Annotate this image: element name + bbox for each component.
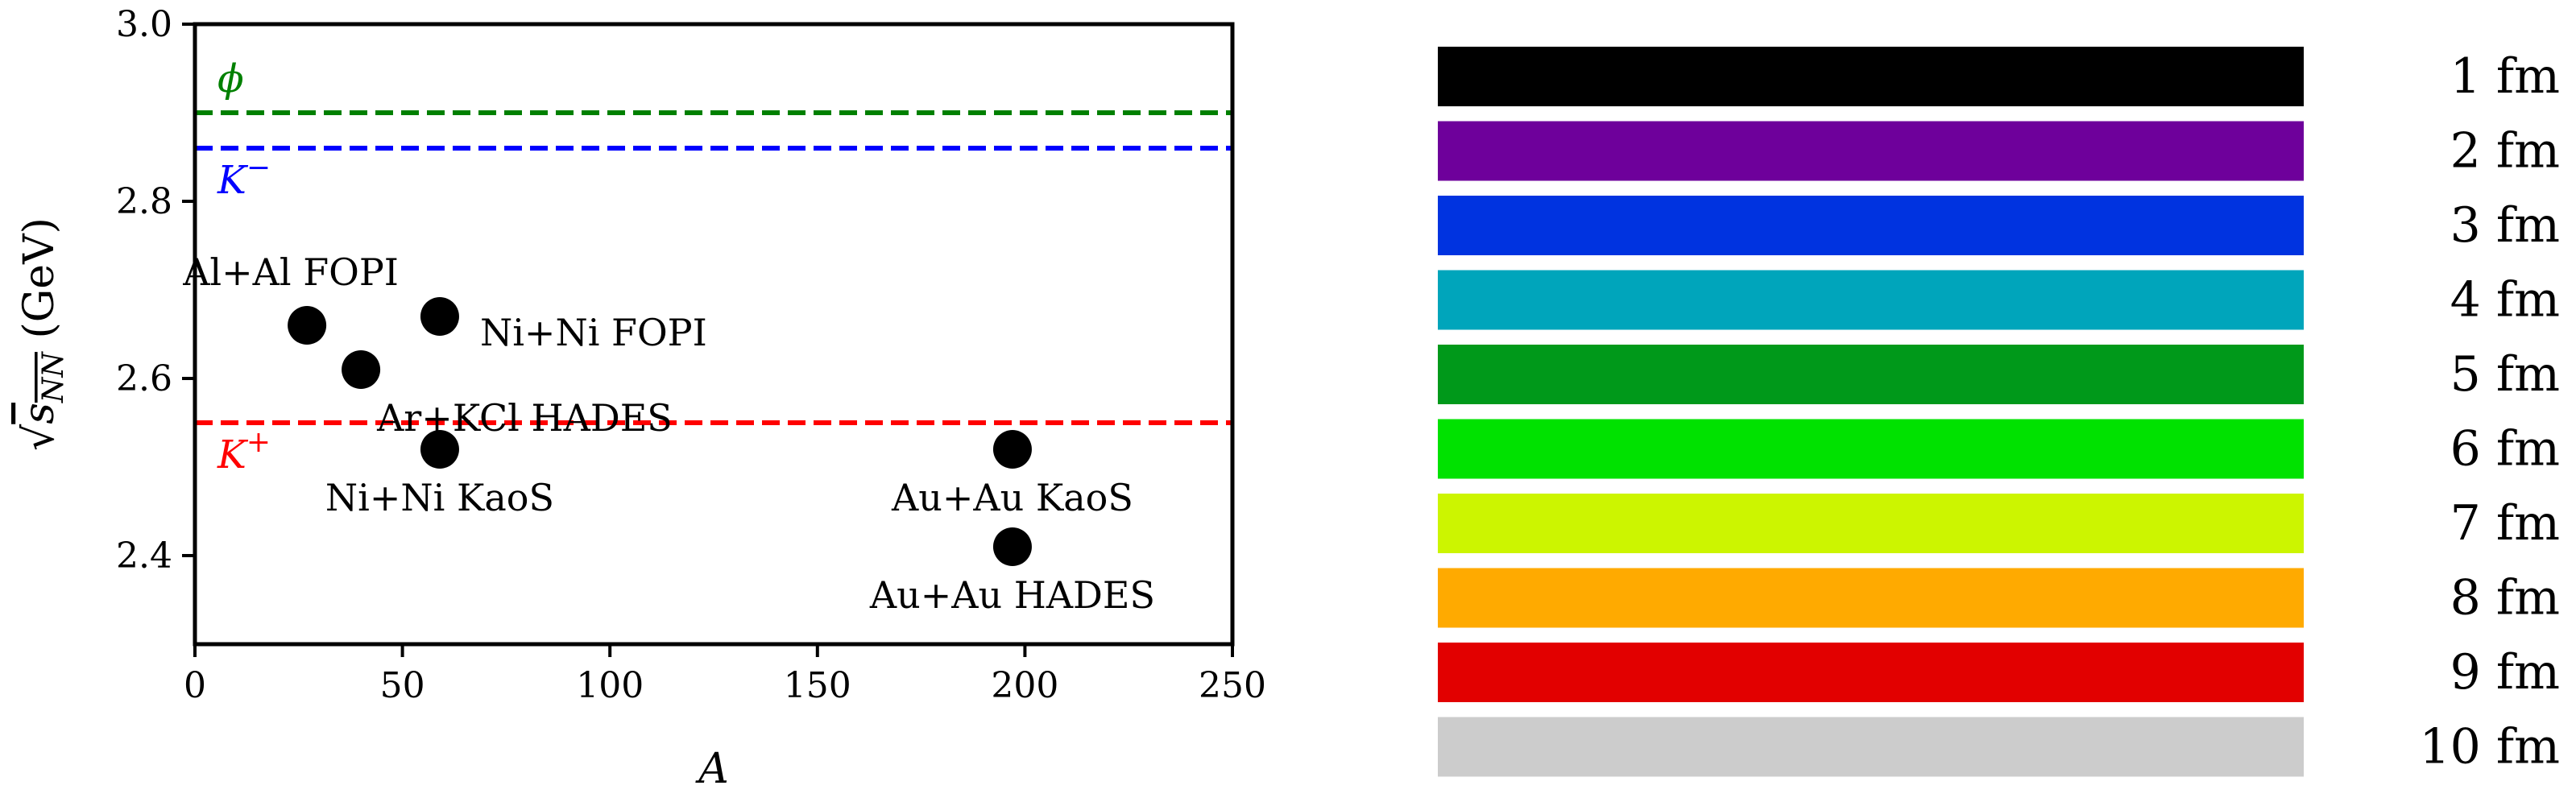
reference-line-label-1: K− (217, 151, 271, 203)
legend-swatch-0 (1438, 47, 2304, 106)
legend-label-1: 2 fm (2450, 123, 2560, 180)
reference-line-superscript-1: − (246, 151, 271, 184)
y-axis-label-part-2: NN (37, 351, 70, 404)
legend-swatch-2 (1438, 196, 2304, 255)
data-point-label-5: Au+Au HADES (869, 573, 1155, 617)
legend-label-6: 7 fm (2450, 495, 2560, 552)
data-point-label-2: Ar+KCl HADES (376, 396, 673, 440)
data-point-label-1: Ni+Ni FOPI (480, 311, 707, 354)
data-point-label-3: Ni+Ni KaoS (325, 476, 554, 519)
data-point-label-0: Al+Al FOPI (182, 250, 399, 294)
legend-swatch-9 (1438, 717, 2304, 777)
data-point-label-4: Au+Au KaoS (891, 476, 1133, 519)
legend-label-3: 4 fm (2450, 272, 2560, 329)
data-point-2 (342, 350, 381, 389)
legend-label-0: 1 fm (2450, 48, 2560, 105)
legend-swatch-8 (1438, 643, 2304, 702)
legend-label-9: 10 fm (2419, 719, 2560, 775)
x-axis-label: A (695, 745, 729, 793)
y-axis-label-part-3: (GeV) (15, 217, 64, 352)
y-tick-label-0: 2.4 (116, 535, 172, 577)
legend-swatch-4 (1438, 345, 2304, 404)
legend-swatch-5 (1438, 419, 2304, 479)
color-legend: 1 fm 2 fm 3 fm 4 fm 5 fm 6 fm 7 fm 8 fm 9 fm 10 f… (1438, 47, 2560, 777)
y-axis-label: √sNN (GeV) (15, 217, 70, 451)
x-tick-label-4: 200 (991, 665, 1058, 706)
data-point-5 (992, 527, 1032, 566)
plot-frame (193, 22, 1235, 647)
legend-swatch-7 (1438, 568, 2304, 628)
y-tick-label-3: 3.0 (116, 4, 172, 45)
reference-line-label-2: K+ (217, 426, 271, 477)
legend-label-7: 8 fm (2450, 570, 2560, 626)
data-point-0 (288, 306, 327, 345)
legend-swatch-3 (1438, 270, 2304, 330)
reference-line-label-0: ϕ (217, 56, 244, 101)
reference-line-superscript-2: + (246, 426, 271, 459)
legend-label-4: 5 fm (2450, 346, 2560, 403)
data-point-3 (420, 430, 459, 469)
y-axis-label-part-0: √ (15, 424, 64, 451)
y-axis-label-part-1: s (15, 403, 64, 424)
data-point-1 (420, 297, 459, 336)
y-tick-label-1: 2.6 (116, 358, 172, 399)
y-axis-label-text: √sNN (GeV) (15, 217, 70, 451)
data-point-4 (992, 430, 1032, 469)
legend-swatch-6 (1438, 494, 2304, 553)
x-tick-label-2: 100 (576, 665, 644, 706)
legend-label-2: 3 fm (2450, 197, 2560, 254)
y-tick-label-2: 2.8 (116, 181, 172, 222)
legend-label-8: 9 fm (2450, 644, 2560, 701)
x-tick-label-5: 250 (1199, 665, 1266, 706)
x-tick-label-1: 50 (380, 665, 425, 706)
scatter-plot: ϕ K− K+ Al+Al FOPI Ni+Ni FOPI Ar+KCl HADES Ni+… (15, 4, 1266, 793)
x-tick-label-3: 150 (784, 665, 851, 706)
legend-swatch-1 (1438, 121, 2304, 181)
legend-label-5: 6 fm (2450, 421, 2560, 477)
x-tick-label-0: 0 (184, 665, 206, 706)
